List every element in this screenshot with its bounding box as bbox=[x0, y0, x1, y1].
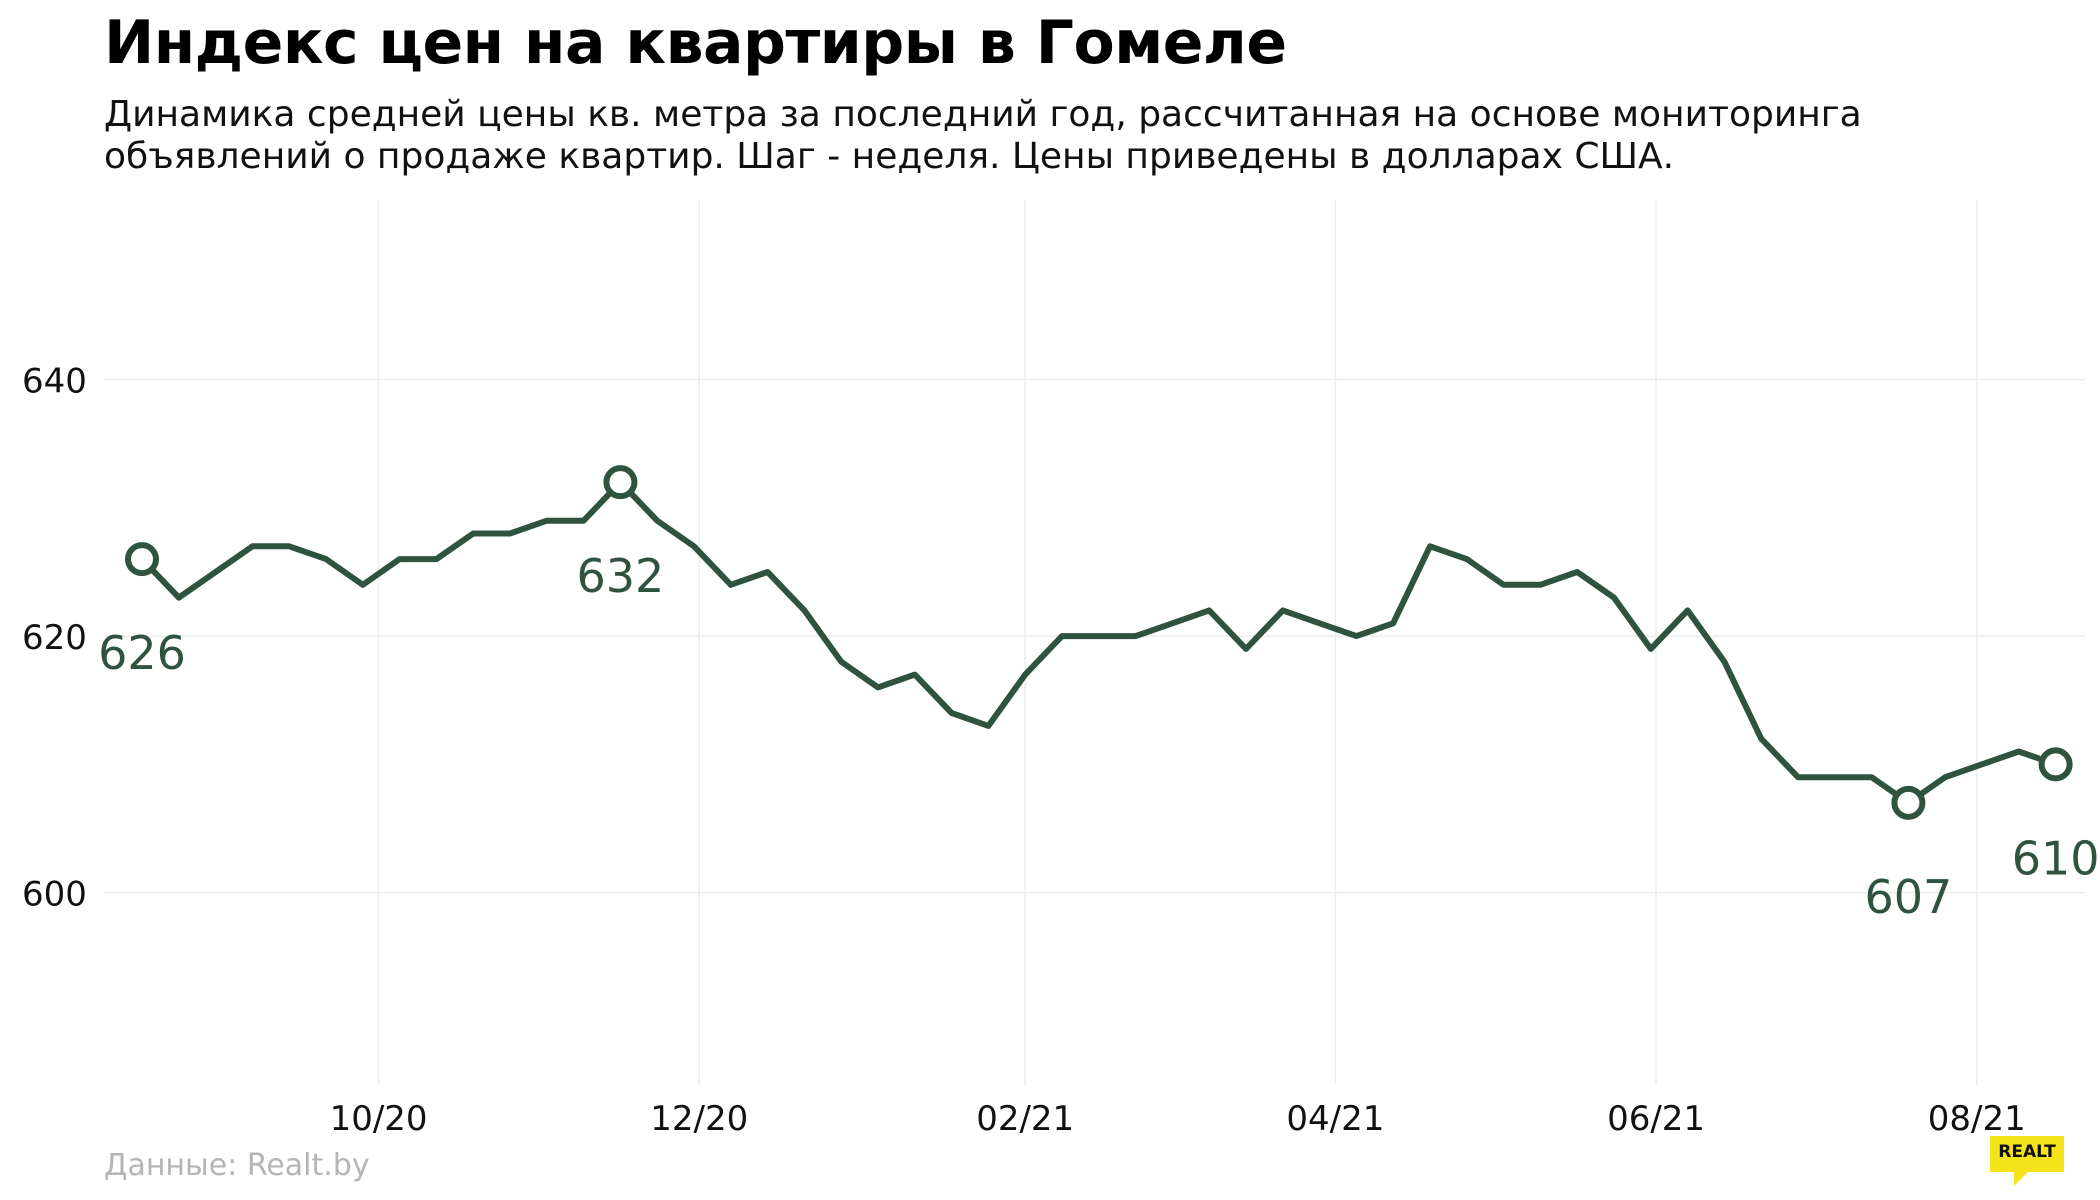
x-tick-label: 10/20 bbox=[330, 1099, 428, 1139]
x-tick-label: 08/21 bbox=[1928, 1099, 2026, 1139]
realt-logo: REALT bbox=[1990, 1136, 2064, 1186]
x-tick-label: 02/21 bbox=[976, 1099, 1074, 1139]
realt-logo-badge bbox=[1990, 1136, 2064, 1186]
realt-logo-text: REALT bbox=[1998, 1142, 2056, 1162]
subtitle-line-1: Динамика средней цены кв. метра за после… bbox=[104, 94, 1862, 135]
annotation-marker bbox=[125, 542, 159, 577]
annotation-label: 610 bbox=[2012, 831, 2100, 885]
y-tick-label: 640 bbox=[22, 362, 87, 402]
chart-subtitle: Динамика средней цены кв. метра за после… bbox=[104, 94, 1954, 178]
y-tick-label: 620 bbox=[22, 618, 87, 658]
annotation-label: 607 bbox=[1864, 870, 1952, 924]
chart-title: Индекс цен на квартиры в Гомеле bbox=[104, 8, 1287, 78]
annotation-label: 626 bbox=[98, 626, 186, 680]
price-series-line bbox=[139, 479, 2059, 806]
annotation-marker bbox=[603, 465, 638, 500]
data-source-note: Данные: Realt.by bbox=[104, 1148, 370, 1183]
x-tick-label: 06/21 bbox=[1607, 1099, 1705, 1139]
subtitle-line-2: объявлений о продаже квартир. Шаг - неде… bbox=[104, 136, 1675, 177]
x-tick-label: 04/21 bbox=[1286, 1099, 1384, 1139]
annotation-marker bbox=[1891, 785, 1926, 820]
x-tick-label: 12/20 bbox=[650, 1099, 748, 1139]
annotation-marker bbox=[2038, 747, 2073, 782]
y-tick-label: 600 bbox=[22, 875, 87, 915]
annotation-label: 632 bbox=[576, 549, 664, 603]
